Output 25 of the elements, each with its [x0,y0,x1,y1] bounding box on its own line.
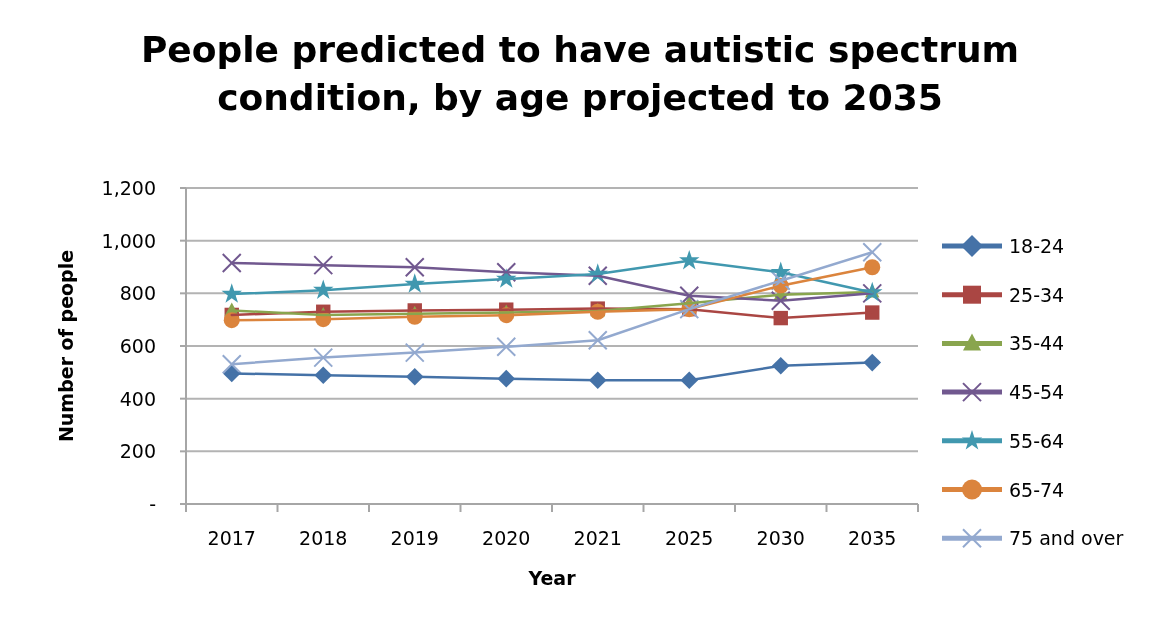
x-tick-label: 2017 [207,527,256,549]
legend-label: 75 and over [1009,527,1124,550]
y-tick-label: 1,200 [101,177,156,199]
x-tick-label: 2020 [482,527,531,549]
y-tick-label: 400 [119,387,156,410]
y-tick-label: 800 [119,282,156,305]
x-tick-label: 2030 [756,527,805,549]
y-tick-label: 600 [119,335,156,357]
x-tick-label: 2019 [390,527,439,549]
x-tick-label: 2035 [848,527,897,549]
chart-title: People predicted to have autistic spectrum condition, by age projected to 2035 [140,29,1020,118]
legend-label: 25-34 [1009,283,1065,306]
legend-label: 45-54 [1009,381,1065,404]
y-axis-title: Number of people [55,249,77,443]
x-tick-label: 2025 [665,527,714,549]
legend-label: 55-64 [1009,429,1065,452]
x-tick-label: 2021 [573,527,622,549]
x-axis-title: Year [527,567,577,589]
y-tick-label: 1,000 [101,229,156,252]
y-tick-label: 200 [119,440,156,463]
legend-label: 18-24 [1009,235,1065,257]
legend-label: 35-44 [1009,332,1065,355]
legend-label: 65-74 [1009,478,1065,501]
y-tick-label: - [149,493,156,515]
x-tick-label: 2018 [299,527,348,549]
